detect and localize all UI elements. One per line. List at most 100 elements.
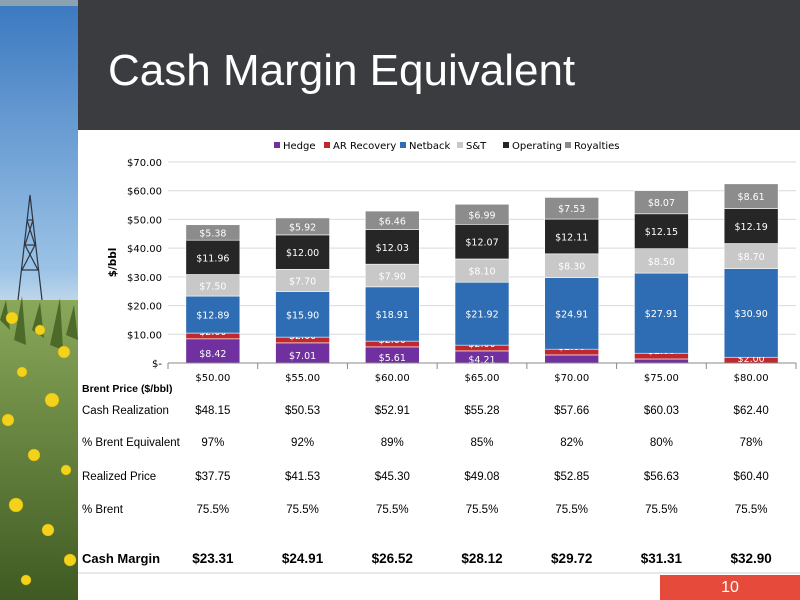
y-axis: $- $10.00 $20.00 $30.00 $40.00 $50.00 $60.00 $7… — [107, 158, 162, 370]
legend-label: AR Recovery — [333, 141, 396, 152]
table-cell: $52.91 — [374, 405, 410, 417]
x-tick-label: $70.00 — [554, 373, 589, 384]
x-tick-label: $80.00 — [734, 373, 769, 384]
bar-stack: $8.42$2.00$12.89$7.50$11.96$5.38 — [185, 224, 241, 364]
table-cell: $60.40 — [733, 471, 769, 483]
bar-segment — [275, 234, 330, 270]
table-cell: $62.40 — [733, 405, 769, 417]
table-cell: 75.5% — [196, 504, 230, 516]
legend-label: Royalties — [574, 141, 620, 152]
data-label: $12.19 — [735, 222, 768, 233]
table-cell: $55.28 — [464, 405, 500, 417]
data-label: $11.96 — [196, 253, 229, 264]
data-label: $8.07 — [648, 198, 675, 209]
bar-stack: $5.61$2.00$18.91$7.90$12.03$6.46 — [364, 210, 420, 364]
legend-swatch — [324, 142, 330, 148]
table-cell: 75.5% — [645, 504, 678, 516]
data-label: $6.99 — [468, 210, 495, 221]
legend-swatch — [400, 142, 406, 148]
bar-stack: $4.21$2.00$21.92$8.10$12.07$6.99 — [454, 203, 510, 366]
data-label: $8.42 — [199, 349, 226, 360]
bar-segment — [185, 239, 241, 275]
bar-segment — [723, 268, 779, 358]
table-cell: $23.31 — [192, 551, 234, 566]
legend-label: Operating — [512, 141, 562, 152]
header-band — [78, 0, 800, 130]
table-cell: 75.5% — [465, 504, 499, 516]
data-label: $5.38 — [199, 228, 226, 239]
x-axis-title: Brent Price ($/bbl) — [82, 383, 173, 395]
table-row: Cash Margin $23.31 $24.91 $26.52 $28.12 $29.7… — [78, 551, 800, 571]
data-label: $27.91 — [645, 309, 678, 320]
y-tick-label: $20.00 — [127, 302, 162, 313]
slide-title: Cash Margin Equivalent — [108, 46, 576, 95]
bar-segment — [634, 248, 689, 274]
bar-segment — [454, 224, 510, 260]
row-label: Realized Price — [82, 471, 157, 483]
data-label: $21.92 — [465, 310, 498, 321]
table-cell: 85% — [470, 437, 494, 449]
table-cell: $56.63 — [643, 471, 680, 483]
bar-stack: $1.40$2.00$27.91$8.50$12.15$8.07 — [634, 190, 689, 364]
x-axis: $50.00 $55.00 $60.00 $65.00 $70.00 $75.00 $80.… — [167, 362, 797, 384]
y-axis-title: $/bbl — [107, 248, 119, 278]
footer-divider — [78, 572, 800, 574]
x-tick-label: $75.00 — [644, 373, 679, 384]
data-label: $7.70 — [289, 276, 316, 287]
table-row: % Brent 75.5% 75.5% 75.5% 75.5% 75.5% 75.5% 75.… — [78, 504, 800, 524]
y-tick-label: $10.00 — [127, 330, 162, 341]
data-label: $8.61 — [738, 192, 765, 203]
table-cell: 75.5% — [286, 504, 319, 516]
data-label: $7.53 — [558, 204, 585, 215]
table-row: Realized Price $37.75 $41.53 $45.30 $49.08 $5… — [78, 471, 800, 491]
page-number: 10 — [660, 575, 800, 600]
data-label: $12.00 — [286, 248, 319, 259]
table-cell: 75.5% — [375, 504, 409, 516]
bar-segment — [544, 277, 600, 350]
legend-item: Operating — [503, 141, 562, 152]
y-tick-label: $60.00 — [127, 187, 162, 198]
table-cell: $41.53 — [284, 471, 321, 483]
legend-item: Hedge — [274, 141, 316, 152]
data-label: $12.03 — [376, 243, 409, 254]
bar-segment — [364, 286, 420, 342]
data-label: $12.07 — [465, 238, 498, 249]
bar-stack: $7.01$2.00$15.90$7.70$12.00$5.92 — [275, 217, 330, 364]
data-label: $5.61 — [379, 353, 406, 364]
data-label: $5.92 — [289, 222, 316, 233]
bar-segment — [454, 203, 510, 225]
table-cell: $37.75 — [195, 471, 231, 483]
bar-stack: $2.81$2.00$24.91$8.30$12.11$7.53 — [544, 197, 600, 364]
row-label: Cash Margin — [82, 551, 161, 566]
bar-segment — [723, 183, 779, 209]
row-label: % Brent Equivalent — [82, 437, 180, 449]
legend-item: S&T — [457, 141, 487, 152]
x-tick-label: $65.00 — [465, 373, 500, 384]
bar-segment — [723, 208, 779, 244]
table-cell: $32.90 — [730, 551, 772, 566]
bar-segment — [544, 197, 600, 220]
y-tick-label: $30.00 — [127, 273, 162, 284]
table-cell: $29.72 — [551, 551, 593, 566]
bar-segment — [364, 210, 420, 230]
legend-item: AR Recovery — [324, 141, 396, 152]
y-tick-label: $- — [152, 359, 162, 370]
derrick-icon — [17, 194, 43, 301]
table-cell: 97% — [201, 437, 225, 449]
bar-segment — [275, 291, 330, 338]
table-cell: $24.91 — [281, 551, 324, 566]
legend-swatch — [565, 142, 571, 148]
legend-label: S&T — [466, 141, 487, 152]
data-label: $7.01 — [289, 351, 316, 362]
data-label: $7.90 — [379, 272, 406, 283]
bar-segment — [634, 190, 689, 215]
y-tick-label: $70.00 — [127, 158, 162, 169]
table-cell: $28.12 — [461, 551, 503, 566]
data-label: $18.91 — [376, 310, 409, 321]
legend-swatch — [274, 142, 280, 148]
y-tick-label: $40.00 — [127, 244, 162, 255]
data-label: $12.15 — [645, 227, 678, 238]
row-label: % Brent — [82, 504, 123, 516]
legend-label: Netback — [409, 141, 451, 152]
data-label: $7.50 — [199, 281, 226, 292]
